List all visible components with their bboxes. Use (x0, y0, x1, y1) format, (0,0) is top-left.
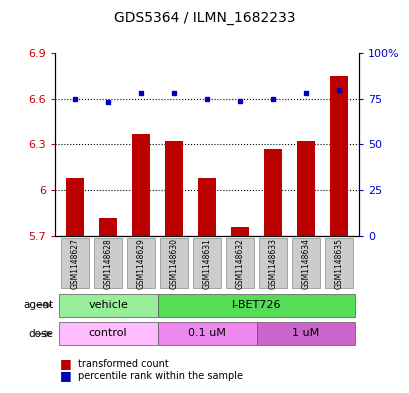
Bar (157, 323, 256, 345)
Text: vehicle: vehicle (88, 300, 128, 310)
Text: GSM1148632: GSM1148632 (235, 238, 244, 289)
Bar (193, 238, 220, 288)
Text: dose: dose (28, 329, 53, 339)
Text: ■: ■ (59, 369, 71, 382)
Bar (258, 238, 286, 288)
Bar (94, 238, 121, 288)
Text: GSM1148635: GSM1148635 (334, 238, 343, 289)
Text: GDS5364 / ILMN_1682233: GDS5364 / ILMN_1682233 (114, 11, 295, 25)
Bar (256, 323, 355, 345)
Text: GSM1148633: GSM1148633 (268, 238, 277, 289)
Bar (198, 178, 216, 236)
Bar (296, 141, 314, 236)
Text: GSM1148628: GSM1148628 (103, 238, 112, 289)
Bar (99, 218, 117, 236)
Bar (324, 238, 352, 288)
Bar (263, 149, 281, 236)
Text: GSM1148634: GSM1148634 (301, 238, 310, 289)
Text: percentile rank within the sample: percentile rank within the sample (78, 371, 242, 381)
Text: GSM1148630: GSM1148630 (169, 238, 178, 289)
Text: control: control (89, 329, 127, 338)
Text: GSM1148631: GSM1148631 (202, 238, 211, 289)
Text: 1 uM: 1 uM (292, 329, 319, 338)
Bar (58, 294, 157, 316)
Bar (132, 134, 150, 236)
Bar (66, 178, 84, 236)
Text: agent: agent (23, 300, 53, 310)
Bar (157, 294, 355, 316)
Text: I-BET726: I-BET726 (231, 300, 281, 310)
Bar (58, 323, 157, 345)
Bar (292, 238, 319, 288)
Bar (226, 238, 253, 288)
Text: 0.1 uM: 0.1 uM (188, 329, 225, 338)
Bar (329, 76, 347, 236)
Bar (164, 141, 183, 236)
Text: GSM1148627: GSM1148627 (70, 238, 79, 289)
Bar (160, 238, 187, 288)
Bar (127, 238, 155, 288)
Text: ■: ■ (59, 357, 71, 371)
Text: GSM1148629: GSM1148629 (136, 238, 145, 289)
Bar (61, 238, 89, 288)
Bar (230, 227, 249, 236)
Text: transformed count: transformed count (78, 359, 168, 369)
